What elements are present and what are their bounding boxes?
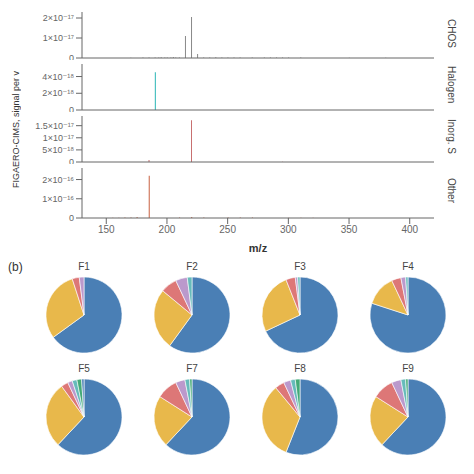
svg-text:0: 0	[69, 105, 74, 112]
html-text:Inorg. S: Inorg. S	[445, 119, 457, 155]
svg-text:2×10⁻¹⁷: 2×10⁻¹⁷	[43, 13, 74, 23]
html-text:F1: F1	[78, 261, 90, 272]
html-text:F8: F8	[294, 363, 306, 374]
svg-text:2×10⁻¹⁶: 2×10⁻¹⁶	[42, 175, 74, 185]
svg-text:300: 300	[280, 224, 297, 235]
svg-text:200: 200	[159, 224, 176, 235]
svg-text:m/z: m/z	[249, 242, 268, 252]
html-text:FIGAERO-CIMS, signal per v: FIGAERO-CIMS, signal per v	[11, 71, 21, 189]
svg-text:150: 150	[98, 224, 115, 235]
html-text:(b): (b)	[8, 260, 23, 274]
svg-text:2×10⁻¹⁸: 2×10⁻¹⁸	[42, 88, 74, 98]
html-text:F7: F7	[186, 363, 198, 374]
svg-text:1×10⁻¹⁷: 1×10⁻¹⁷	[43, 33, 74, 43]
html-text:F2: F2	[186, 261, 198, 272]
svg-text:1.5×10⁻¹⁷: 1.5×10⁻¹⁷	[35, 121, 74, 131]
html-text:CHOS: CHOS	[445, 18, 457, 48]
svg-text:400: 400	[401, 224, 418, 235]
html-text:F9: F9	[402, 363, 414, 374]
svg-text:0: 0	[69, 53, 74, 60]
html-text:F4: F4	[402, 261, 414, 272]
html-text:Other: Other	[445, 178, 457, 204]
html-text:F3: F3	[294, 261, 306, 272]
html-text:Halogen: Halogen	[445, 66, 457, 104]
svg-text:5×10⁻¹⁸: 5×10⁻¹⁸	[42, 145, 74, 155]
svg-text:250: 250	[219, 224, 236, 235]
svg-text:350: 350	[341, 224, 358, 235]
svg-text:1×10⁻¹⁷: 1×10⁻¹⁷	[43, 133, 74, 143]
html-text:F5: F5	[78, 363, 90, 374]
svg-text:0: 0	[69, 157, 74, 164]
svg-text:1×10⁻¹⁶: 1×10⁻¹⁶	[42, 194, 74, 204]
svg-text:4×10⁻¹⁸: 4×10⁻¹⁸	[42, 72, 74, 82]
svg-text:0: 0	[69, 213, 74, 223]
